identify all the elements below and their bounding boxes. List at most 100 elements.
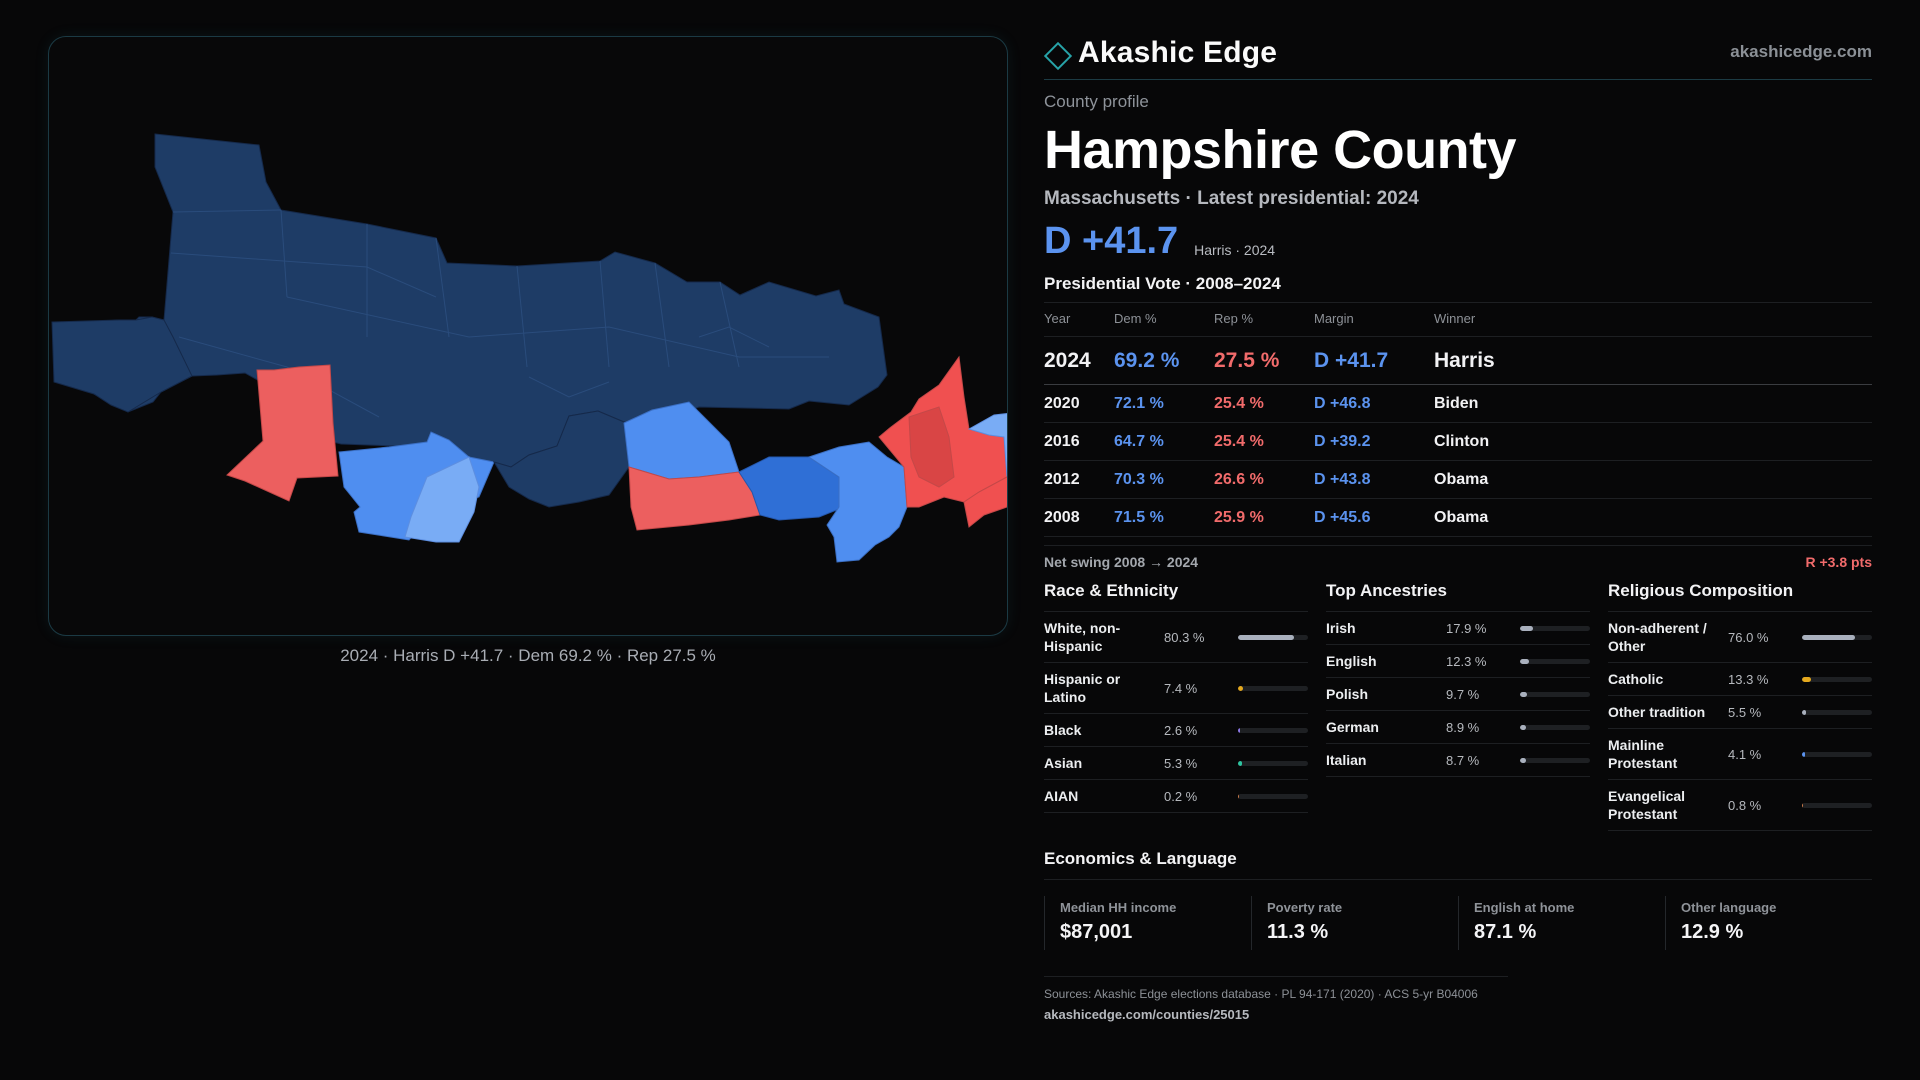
map-township-lines xyxy=(170,209,829,418)
economics-section: Economics & Language Median HH income $8… xyxy=(1044,849,1872,950)
cell-margin: D +41.7 xyxy=(1314,336,1434,385)
econ-label: Median HH income xyxy=(1060,900,1177,915)
share-bar-track xyxy=(1520,625,1590,631)
list-item: Evangelical Protestant 0.8 % xyxy=(1608,780,1872,831)
cell-rep: 25.9 % xyxy=(1214,498,1314,537)
header-margin: Margin xyxy=(1314,302,1434,337)
map-region-lean-dem-east[interactable] xyxy=(807,441,908,563)
row-value: 5.3 % xyxy=(1164,755,1198,771)
share-bar-track xyxy=(1802,751,1872,757)
cell-margin: D +45.6 xyxy=(1314,498,1434,537)
cell-year: 2020 xyxy=(1044,384,1114,423)
county-profile-panel: Akashic Edge akashicedge.com County prof… xyxy=(1043,36,1872,1022)
state-subline: Massachusetts · Latest presidential: 202… xyxy=(1044,188,1419,209)
share-bar-fill xyxy=(1238,793,1240,799)
religion-title: Religious Composition xyxy=(1608,581,1872,612)
row-value: 13.3 % xyxy=(1728,671,1769,687)
cell-winner: Obama xyxy=(1434,498,1872,537)
row-label: Irish xyxy=(1326,620,1356,636)
list-item: Italian 8.7 % xyxy=(1326,744,1590,777)
row-label: Catholic xyxy=(1608,671,1664,687)
cell-rep: 25.4 % xyxy=(1214,384,1314,423)
brand[interactable]: Akashic Edge xyxy=(1043,36,1278,71)
share-bar-track xyxy=(1802,676,1872,682)
share-bar-fill xyxy=(1520,724,1527,730)
row-value: 17.9 % xyxy=(1446,620,1487,636)
row-value: 0.8 % xyxy=(1728,797,1762,813)
map-region-likely-dem[interactable] xyxy=(738,456,845,521)
share-bar-fill xyxy=(1802,709,1806,715)
list-item: German 8.9 % xyxy=(1326,711,1590,744)
county-url-link[interactable]: akashicedge.com/counties/25015 xyxy=(1044,1007,1250,1022)
econ-label: English at home xyxy=(1474,900,1575,915)
share-bar-fill xyxy=(1520,757,1527,763)
row-value: 0.2 % xyxy=(1164,788,1198,804)
cell-rep: 27.5 % xyxy=(1214,336,1314,385)
map-region-north[interactable] xyxy=(91,133,888,469)
cell-dem: 69.2 % xyxy=(1114,336,1214,385)
row-label: Mainline Protestant xyxy=(1608,737,1678,771)
list-item: Catholic 13.3 % xyxy=(1608,663,1872,696)
map-region-red-west[interactable] xyxy=(226,364,339,502)
cell-margin: D +43.8 xyxy=(1314,460,1434,499)
county-map[interactable] xyxy=(49,37,1008,636)
econ-label: Poverty rate xyxy=(1267,900,1343,915)
vote-table-title: Presidential Vote · 2008–2024 xyxy=(1044,274,1281,293)
share-bar-fill xyxy=(1802,802,1804,808)
vote-table-header: Year Dem % Rep % Margin Winner xyxy=(1044,302,1872,337)
share-bar-fill xyxy=(1520,625,1533,631)
cell-year: 2024 xyxy=(1044,336,1114,385)
footer: Sources: Akashic Edge elections database… xyxy=(1044,976,1508,1022)
row-label: Other tradition xyxy=(1608,704,1706,720)
map-region-west[interactable] xyxy=(51,316,193,413)
demographics: Race & Ethnicity White, non-Hispanic 80.3… xyxy=(1044,581,1872,831)
share-bar-track xyxy=(1802,634,1872,640)
table-row: 2020 72.1 % 25.4 % D +46.8 Biden xyxy=(1044,384,1872,423)
headline-margin: D +41.7 xyxy=(1044,220,1179,262)
table-row: 2016 64.7 % 25.4 % D +39.2 Clinton xyxy=(1044,422,1872,461)
cell-rep: 26.6 % xyxy=(1214,460,1314,499)
list-item: Asian 5.3 % xyxy=(1044,747,1308,780)
econ-value: 87.1 % xyxy=(1474,921,1537,943)
county-map-panel xyxy=(48,36,1008,636)
row-value: 12.3 % xyxy=(1446,653,1487,669)
econ-label: Other language xyxy=(1681,900,1777,915)
list-item: Hispanic or Latino 7.4 % xyxy=(1044,663,1308,714)
row-label: English xyxy=(1326,653,1377,669)
row-label: Hispanic or Latino xyxy=(1044,671,1121,705)
row-label: AIAN xyxy=(1044,788,1079,804)
row-value: 8.7 % xyxy=(1446,752,1480,768)
row-value: 7.4 % xyxy=(1164,680,1198,696)
net-swing-row: Net swing 2008 → 2024 R +3.8 pts xyxy=(1044,545,1872,573)
economics-title: Economics & Language xyxy=(1044,849,1872,880)
share-bar-fill xyxy=(1238,634,1295,640)
header-winner: Winner xyxy=(1434,302,1872,337)
share-bar-fill xyxy=(1802,751,1805,757)
cell-winner: Clinton xyxy=(1434,422,1872,461)
headline-margin-sub: Harris · 2024 xyxy=(1194,242,1276,258)
map-region-tilt-dem-east[interactable] xyxy=(967,412,1008,478)
brand-name: Akashic Edge xyxy=(1078,36,1278,69)
map-region-red-southeast[interactable] xyxy=(963,476,1008,528)
row-label: Evangelical Protestant xyxy=(1608,788,1686,822)
cell-winner: Harris xyxy=(1434,336,1872,385)
map-region-red-east-inner[interactable] xyxy=(908,406,955,488)
site-url-link[interactable]: akashicedge.com xyxy=(1730,42,1872,61)
list-item: Other tradition 5.5 % xyxy=(1608,696,1872,729)
share-bar-track xyxy=(1802,709,1872,715)
eyebrow-label: County profile xyxy=(1044,92,1149,111)
share-bar-track xyxy=(1520,658,1590,664)
table-row: 2024 69.2 % 27.5 % D +41.7 Harris xyxy=(1044,336,1872,385)
cell-year: 2008 xyxy=(1044,498,1114,537)
sources-note: Sources: Akashic Edge elections database… xyxy=(1044,987,1478,1001)
race-title: Race & Ethnicity xyxy=(1044,581,1308,612)
map-region-tilt-dem-sw[interactable] xyxy=(404,456,480,543)
cell-dem: 64.7 % xyxy=(1114,422,1214,461)
econ-value: 11.3 % xyxy=(1267,921,1329,943)
share-bar-fill xyxy=(1520,658,1529,664)
map-caption: 2024 · Harris D +41.7 · Dem 69.2 % · Rep… xyxy=(340,646,716,665)
share-bar-track xyxy=(1238,634,1308,640)
list-item: White, non-Hispanic 80.3 % xyxy=(1044,612,1308,663)
row-label: Asian xyxy=(1044,755,1083,771)
list-item: English 12.3 % xyxy=(1326,645,1590,678)
